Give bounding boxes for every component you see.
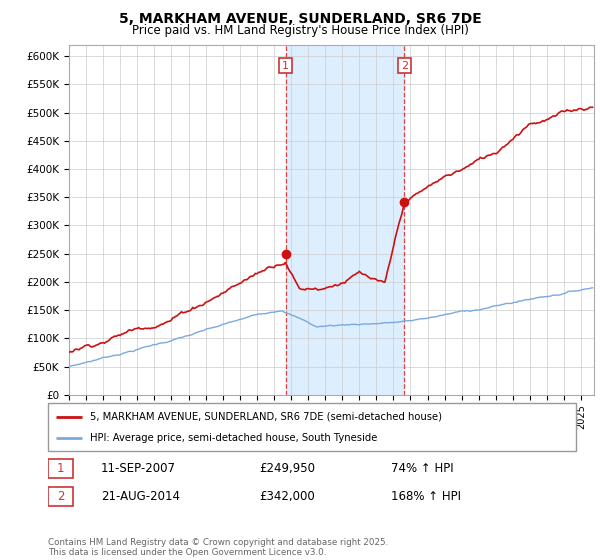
Text: Contains HM Land Registry data © Crown copyright and database right 2025.
This d: Contains HM Land Registry data © Crown c…: [48, 538, 388, 557]
Text: 168% ↑ HPI: 168% ↑ HPI: [391, 489, 461, 503]
Text: 5, MARKHAM AVENUE, SUNDERLAND, SR6 7DE: 5, MARKHAM AVENUE, SUNDERLAND, SR6 7DE: [119, 12, 481, 26]
Text: 1: 1: [282, 60, 289, 71]
Text: 21-AUG-2014: 21-AUG-2014: [101, 489, 180, 503]
Text: 5, MARKHAM AVENUE, SUNDERLAND, SR6 7DE (semi-detached house): 5, MARKHAM AVENUE, SUNDERLAND, SR6 7DE (…: [90, 412, 442, 422]
FancyBboxPatch shape: [48, 459, 73, 478]
FancyBboxPatch shape: [48, 403, 576, 451]
Bar: [286, 45, 404, 395]
Text: 74% ↑ HPI: 74% ↑ HPI: [391, 461, 454, 475]
Text: £342,000: £342,000: [259, 489, 315, 503]
Text: 2: 2: [57, 489, 64, 503]
Text: 1: 1: [57, 461, 64, 475]
Text: Price paid vs. HM Land Registry's House Price Index (HPI): Price paid vs. HM Land Registry's House …: [131, 24, 469, 36]
Text: HPI: Average price, semi-detached house, South Tyneside: HPI: Average price, semi-detached house,…: [90, 433, 377, 444]
FancyBboxPatch shape: [48, 487, 73, 506]
Text: 11-SEP-2007: 11-SEP-2007: [101, 461, 176, 475]
Text: 2: 2: [401, 60, 408, 71]
Text: £249,950: £249,950: [259, 461, 315, 475]
